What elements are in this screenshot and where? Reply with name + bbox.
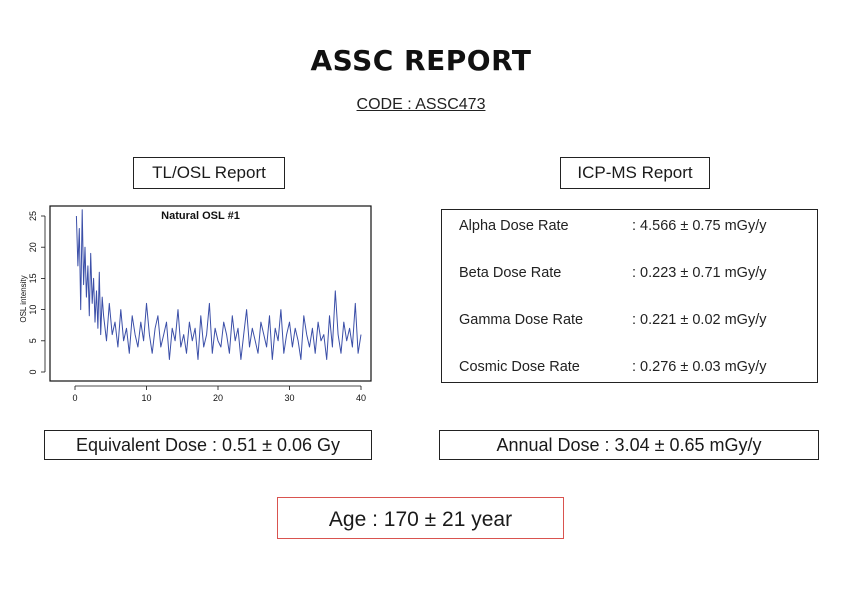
- report-title: ASSC REPORT: [310, 44, 532, 77]
- dose-name: Cosmic Dose Rate: [459, 359, 580, 375]
- x-tick-label: 40: [356, 393, 366, 403]
- dose-name: Gamma Dose Rate: [459, 312, 584, 328]
- x-tick-label: 10: [141, 393, 151, 403]
- age-result-box: Age : 170 ± 21 year: [277, 497, 564, 539]
- dose-value: : 0.223 ± 0.71 mGy/y: [632, 265, 767, 281]
- y-tick-label: 20: [28, 242, 38, 252]
- x-tick-label: 20: [213, 393, 223, 403]
- dose-value: : 0.221 ± 0.02 mGy/y: [632, 312, 767, 328]
- dose-name: Alpha Dose Rate: [459, 218, 569, 234]
- osl-series-line: [75, 209, 362, 360]
- y-tick-label: 10: [28, 305, 38, 315]
- y-axis-label: OSL intensity: [19, 275, 28, 322]
- x-tick-label: 30: [284, 393, 294, 403]
- x-tick-label: 0: [72, 393, 77, 403]
- y-tick-label: 15: [28, 273, 38, 283]
- dose-value: : 0.276 ± 0.03 mGy/y: [632, 359, 767, 375]
- y-tick-label: 25: [28, 211, 38, 221]
- y-tick-label: 5: [28, 338, 38, 343]
- icpms-report-label: ICP-MS Report: [560, 157, 710, 189]
- icpms-dose-table: Alpha Dose Rate : 4.566 ± 0.75 mGy/y Bet…: [441, 209, 818, 383]
- equivalent-dose-box: Equivalent Dose : 0.51 ± 0.06 Gy: [44, 430, 372, 460]
- tlosl-report-label: TL/OSL Report: [133, 157, 285, 189]
- plot-frame: [49, 205, 372, 382]
- report-code: CODE : ASSC473: [356, 96, 486, 113]
- annual-dose-box: Annual Dose : 3.04 ± 0.65 mGy/y: [439, 430, 819, 460]
- chart-title: Natural OSL #1: [161, 210, 240, 222]
- y-tick-label: 0: [28, 369, 38, 374]
- dose-name: Beta Dose Rate: [459, 265, 562, 281]
- osl-chart: Natural OSL #1 OSL intensity 0 5 10 15 20 25 0 10…: [19, 205, 372, 403]
- dose-value: : 4.566 ± 0.75 mGy/y: [632, 218, 767, 234]
